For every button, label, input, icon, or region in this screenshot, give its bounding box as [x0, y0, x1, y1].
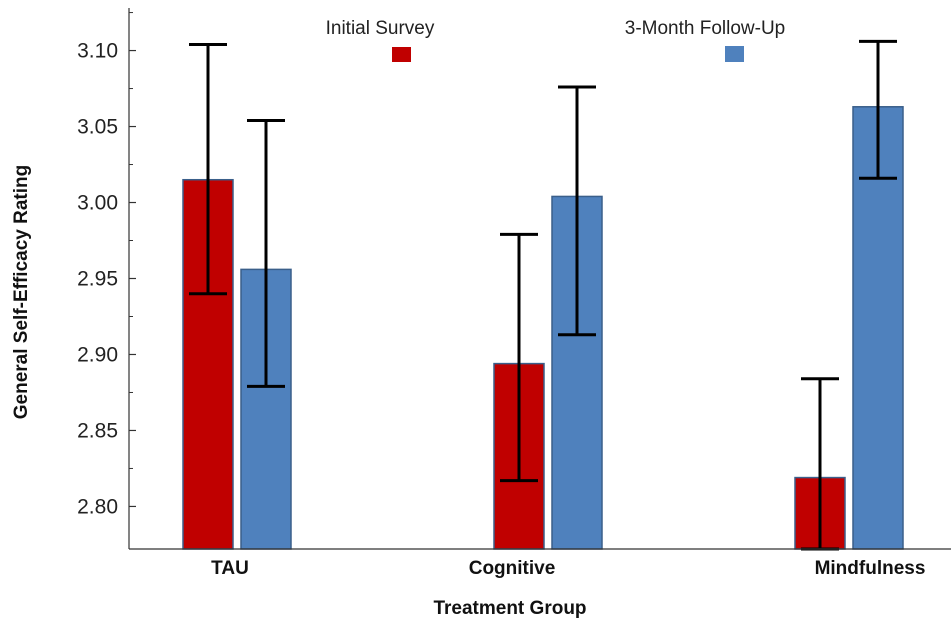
y-tick-label: 3.10 [77, 40, 118, 63]
legend-swatch-initial-survey [392, 47, 411, 62]
y-tick-label: 3.05 [77, 116, 118, 139]
legend-swatch-3-month-follow-up [725, 46, 744, 62]
x-category-label-tau: TAU [211, 558, 249, 579]
y-tick-label: 2.95 [77, 268, 118, 291]
legend-label-initial-survey: Initial Survey [326, 18, 435, 39]
y-ticks: 2.80 2.85 2.90 2.95 3.00 3.05 3.10 [77, 12, 136, 518]
y-tick-label: 2.85 [77, 419, 118, 442]
x-category-label-cognitive: Cognitive [469, 558, 556, 579]
y-axis-title: General Self-Efficacy Rating [11, 165, 32, 419]
y-tick-label: 2.80 [77, 495, 118, 518]
legend-label-3-month-follow-up: 3-Month Follow-Up [625, 18, 786, 39]
x-axis-title: Treatment Group [433, 598, 586, 619]
x-category-label-mindfulness: Mindfulness [815, 558, 926, 579]
plot-area [182, 39, 904, 551]
legend: Initial Survey 3-Month Follow-Up [326, 18, 786, 62]
x-category-labels: TAU Cognitive Mindfulness [211, 558, 925, 579]
y-tick-label: 3.00 [77, 192, 118, 215]
y-tick-label: 2.90 [77, 343, 118, 366]
